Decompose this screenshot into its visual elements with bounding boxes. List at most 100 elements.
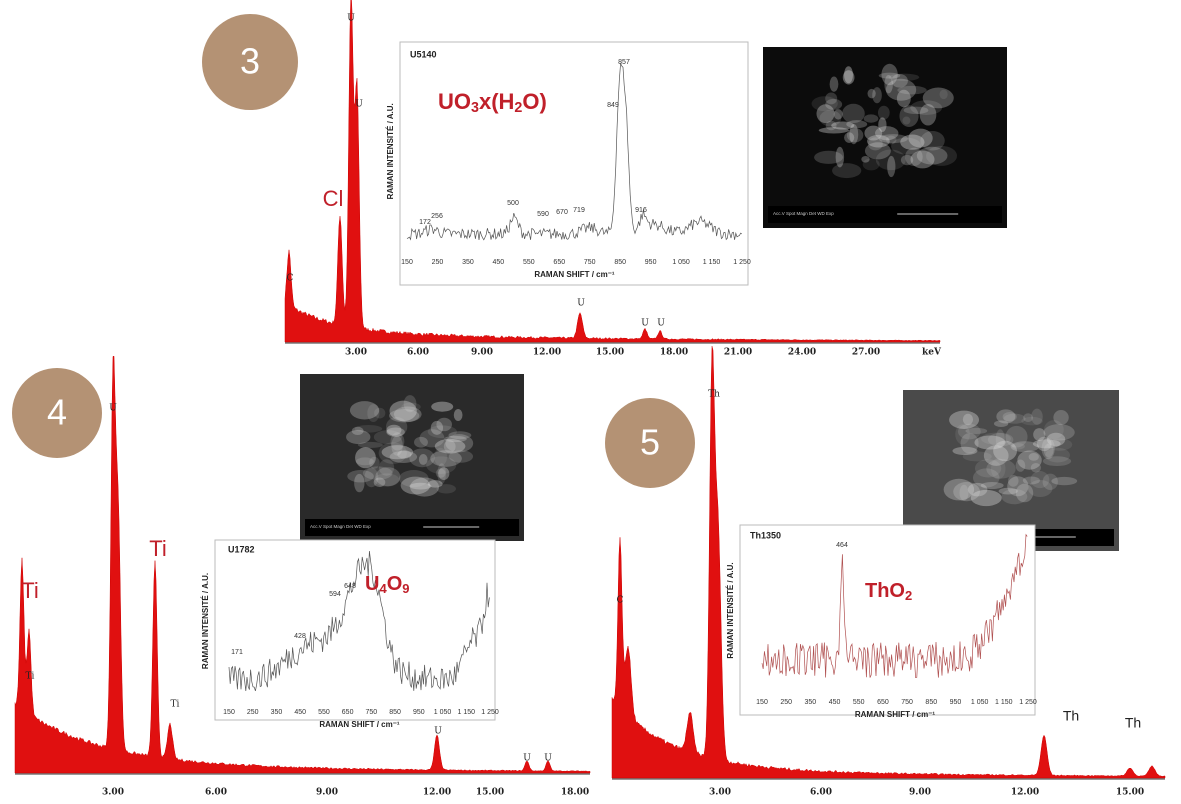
sem-particle	[431, 402, 453, 412]
sem-particle	[1011, 441, 1039, 452]
edx-unit: keV	[922, 348, 942, 358]
raman-tick-label: 550	[318, 709, 330, 716]
raman-tick-label: 150	[756, 699, 768, 706]
edx-peak-label: U	[347, 14, 355, 24]
sem-particle	[864, 114, 879, 122]
sem-particle	[968, 483, 987, 497]
phase-part: 2	[514, 100, 522, 116]
raman-tick-label: 850	[925, 699, 937, 706]
sem-particle	[431, 421, 443, 435]
raman-peak-label: 719	[573, 207, 585, 214]
raman-tick-label: 1 250	[733, 259, 751, 266]
edx-peak-label: C	[617, 596, 624, 606]
edx-tick-label: 12.00	[533, 348, 561, 358]
edx-peak-label: U	[434, 727, 442, 737]
sem-particle	[902, 117, 910, 125]
edx-peak-label: U	[355, 100, 363, 110]
sem-particle	[861, 156, 869, 163]
edx-peak-label: Ti	[21, 578, 39, 603]
sem-particle	[1007, 476, 1028, 496]
sem-particle	[959, 485, 968, 501]
sem-particle	[842, 104, 865, 123]
edx-peak-label: U	[657, 319, 665, 329]
sem-info: Acc.V Spot Magn Det WD Exp	[310, 524, 371, 529]
raman-peak-label: 171	[231, 649, 243, 656]
sem-particle	[409, 483, 431, 490]
raman-frame	[400, 42, 748, 285]
sem-particle	[814, 151, 843, 164]
sem-particle	[940, 90, 948, 99]
raman-tick-label: 350	[805, 699, 817, 706]
raman-tick-label: 950	[950, 699, 962, 706]
sem-particle	[374, 408, 385, 419]
edx-tick-label: 6.00	[810, 788, 832, 798]
edx-tick-label: 21.00	[724, 348, 752, 358]
edx-tick-label: 3.00	[345, 348, 367, 358]
edx-peak-label: Ti	[26, 672, 35, 682]
raman-tick-label: 750	[366, 709, 378, 716]
sem-particle	[346, 430, 370, 444]
raman-tick-label: 1 150	[995, 699, 1013, 706]
sem-particle	[965, 428, 987, 434]
raman-tick-label: 550	[853, 699, 865, 706]
raman-frame	[215, 540, 495, 720]
sem-particle	[908, 129, 932, 148]
sem-particle	[419, 454, 428, 465]
edx-tick-label: 6.00	[407, 348, 429, 358]
raman-tick-label: 950	[645, 259, 657, 266]
raman-tick-label: 1 250	[1019, 699, 1037, 706]
edx-peak-label: U	[577, 299, 585, 309]
sem-particle	[996, 409, 1015, 423]
sem-particle	[354, 474, 364, 492]
raman-tick-label: 150	[223, 709, 235, 716]
edx-tick-label: 27.00	[852, 348, 880, 358]
edx-tick-label: 6.00	[205, 788, 227, 798]
sem-particle	[1017, 451, 1041, 470]
raman-x-title: RAMAN SHIFT / cm⁻¹	[855, 710, 936, 719]
raman-tick-label: 1 050	[434, 709, 452, 716]
sem-particle	[434, 448, 447, 466]
raman-peak-label: 256	[431, 213, 443, 220]
raman-tick-label: 450	[829, 699, 841, 706]
raman-sample: U5140	[410, 49, 437, 59]
raman-peak-label: 849	[607, 102, 619, 109]
raman-tick-label: 850	[389, 709, 401, 716]
raman-tick-label: 250	[247, 709, 259, 716]
panel: 3.006.009.0012.0015.00CThThTh5Acc.V Spot…	[605, 346, 1165, 797]
edx-peak-label: Th	[1125, 715, 1141, 731]
panel-number: 5	[640, 422, 660, 463]
edx-tick-label: 18.00	[660, 348, 688, 358]
raman-y-title: RAMAN INTENSITÉ / A.U.	[201, 573, 210, 669]
sem-particle	[926, 146, 957, 166]
edx-tick-label: 3.00	[102, 788, 124, 798]
raman-peak-label: 464	[836, 542, 848, 549]
raman-tick-label: 950	[413, 709, 425, 716]
raman-peak-label: 594	[329, 591, 341, 598]
sem-particle	[414, 437, 428, 448]
sem-particle	[847, 128, 863, 142]
raman-sample: U1782	[228, 544, 255, 554]
sem-particle	[952, 447, 977, 455]
sem-particle	[389, 401, 416, 421]
raman-y-title: RAMAN INTENSITÉ / A.U.	[386, 103, 395, 199]
raman-tick-label: 750	[584, 259, 596, 266]
raman-tick-label: 150	[401, 259, 413, 266]
sem-particle	[369, 457, 379, 469]
raman-tick-label: 650	[553, 259, 565, 266]
edx-peak-label: U	[544, 754, 552, 764]
raman-x-title: RAMAN SHIFT / cm⁻¹	[534, 270, 615, 279]
edx-tick-label: 9.00	[909, 788, 931, 798]
sem-particle	[844, 66, 853, 83]
phase-part: O	[387, 573, 403, 595]
edx-peak-label: U	[641, 319, 649, 329]
raman-peak-label: 916	[635, 207, 647, 214]
panel: 3.006.009.0012.0015.0018.0021.0024.0027.…	[202, 0, 1007, 357]
edx-tick-label: 3.00	[709, 788, 731, 798]
sem-particle	[1053, 410, 1068, 425]
edx-peak-label: Th	[708, 390, 720, 400]
edx-peak-label: U	[523, 754, 531, 764]
raman-tick-label: 250	[780, 699, 792, 706]
raman-tick-label: 550	[523, 259, 535, 266]
raman-tick-label: 1 050	[672, 259, 690, 266]
sem-particle	[365, 468, 379, 488]
